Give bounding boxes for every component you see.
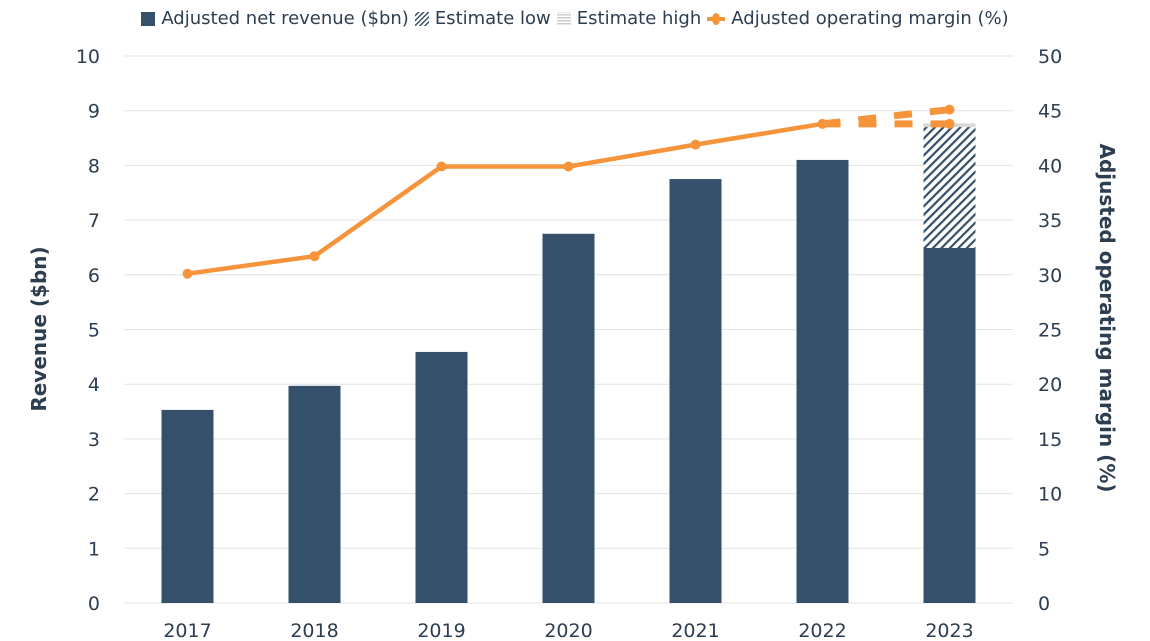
- margin-point: [436, 161, 447, 172]
- legend-label: Adjusted operating margin (%): [731, 8, 1009, 29]
- bar-revenue: [669, 179, 722, 603]
- margin-point: [817, 118, 828, 129]
- x-tick-label: 2018: [290, 620, 338, 641]
- y-tick-label: 2: [88, 484, 100, 506]
- margin-point-projection-low: [944, 118, 955, 129]
- y2-tick-label: 5: [1038, 538, 1050, 560]
- bar-revenue: [161, 409, 214, 603]
- legend-swatch-stripe: [556, 11, 571, 26]
- x-tick-label: 2022: [798, 620, 846, 641]
- y-axis-title: Revenue ($bn): [27, 246, 51, 411]
- y2-tick-label: 10: [1038, 484, 1062, 506]
- legend-margin: Adjusted operating margin (%): [707, 8, 1009, 29]
- legend-estimate-low: Estimate low: [414, 8, 551, 29]
- y-tick-label: 1: [88, 538, 100, 560]
- legend-estimate-high: Estimate high: [556, 8, 702, 29]
- y-tick-label: 7: [88, 210, 100, 232]
- y-tick-label: 3: [88, 429, 100, 451]
- y-tick-label: 0: [88, 593, 100, 615]
- bar-revenue: [923, 247, 976, 603]
- y2-tick-label: 20: [1038, 374, 1062, 396]
- legend-revenue: Adjusted net revenue ($bn): [141, 8, 409, 29]
- bar-revenue: [542, 233, 595, 603]
- y2-tick-label: 15: [1038, 429, 1062, 451]
- y2-tick-label: 40: [1038, 155, 1062, 177]
- bar-revenue: [796, 159, 849, 603]
- legend-swatch-bar: [141, 11, 156, 26]
- y2-axis-title: Adjusted operating margin (%): [1095, 143, 1119, 492]
- bar-estimate-low: [923, 127, 976, 248]
- legend-swatch-line: [707, 12, 726, 25]
- bar-revenue: [415, 351, 468, 603]
- legend-label: Estimate low: [434, 8, 551, 29]
- legend-swatch-hatch: [414, 11, 429, 26]
- bar-revenue: [288, 385, 341, 603]
- legend-label: Adjusted net revenue ($bn): [161, 8, 409, 29]
- y-tick-label: 9: [88, 101, 100, 123]
- x-tick-label: 2020: [544, 620, 592, 641]
- legend: Adjusted net revenue ($bn) Estimate low …: [0, 8, 1150, 29]
- y2-tick-label: 30: [1038, 265, 1062, 287]
- y2-tick-label: 25: [1038, 320, 1062, 342]
- y2-tick-label: 45: [1038, 101, 1062, 123]
- x-tick-label: 2021: [671, 620, 719, 641]
- y-tick-label: 4: [88, 374, 100, 396]
- margin-line: [187, 121, 823, 276]
- y-tick-label: 8: [88, 155, 100, 177]
- y2-tick-label: 0: [1038, 593, 1050, 615]
- legend-label: Estimate high: [576, 8, 702, 29]
- margin-point: [309, 251, 320, 262]
- y-tick-label: 10: [76, 46, 100, 68]
- x-tick-label: 2019: [417, 620, 465, 641]
- margin-point: [182, 268, 193, 279]
- x-tick-label: 2023: [925, 620, 973, 641]
- y2-tick-label: 35: [1038, 210, 1062, 232]
- x-tick-label: 2017: [163, 620, 211, 641]
- margin-projection-high: [822, 106, 950, 128]
- y2-tick-label: 50: [1038, 46, 1062, 68]
- y-tick-label: 6: [88, 265, 100, 287]
- margin-point-projection-high: [944, 104, 955, 115]
- y-tick-label: 5: [88, 320, 100, 342]
- margin-point: [563, 161, 574, 172]
- margin-point: [690, 139, 701, 150]
